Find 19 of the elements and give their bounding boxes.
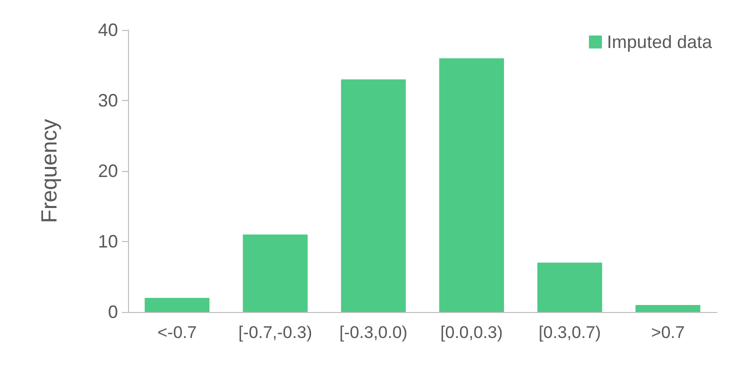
y-tick-label: 40 — [98, 20, 118, 40]
bar — [636, 304, 700, 312]
y-tick-label: 30 — [98, 90, 118, 110]
bar — [537, 262, 602, 312]
legend-label: Imputed data — [606, 32, 713, 52]
bar — [242, 234, 308, 312]
y-tick-label: 10 — [98, 232, 118, 252]
x-tick-label: >0.7 — [651, 323, 685, 342]
y-tick-label: 0 — [108, 302, 118, 322]
bar — [439, 58, 504, 312]
x-tick-label: [0.0,0.3) — [440, 323, 503, 342]
y-axis-title: Frequency — [36, 119, 62, 223]
y-tick-label: 20 — [98, 161, 118, 181]
x-tick-label: [0.3,0.7) — [538, 323, 601, 342]
bar — [144, 298, 210, 312]
x-tick-label: <-0.7 — [157, 323, 197, 342]
x-tick-label: [-0.7,-0.3) — [238, 323, 312, 342]
bar — [341, 79, 406, 312]
x-tick-label: [-0.3,0.0) — [339, 323, 408, 342]
